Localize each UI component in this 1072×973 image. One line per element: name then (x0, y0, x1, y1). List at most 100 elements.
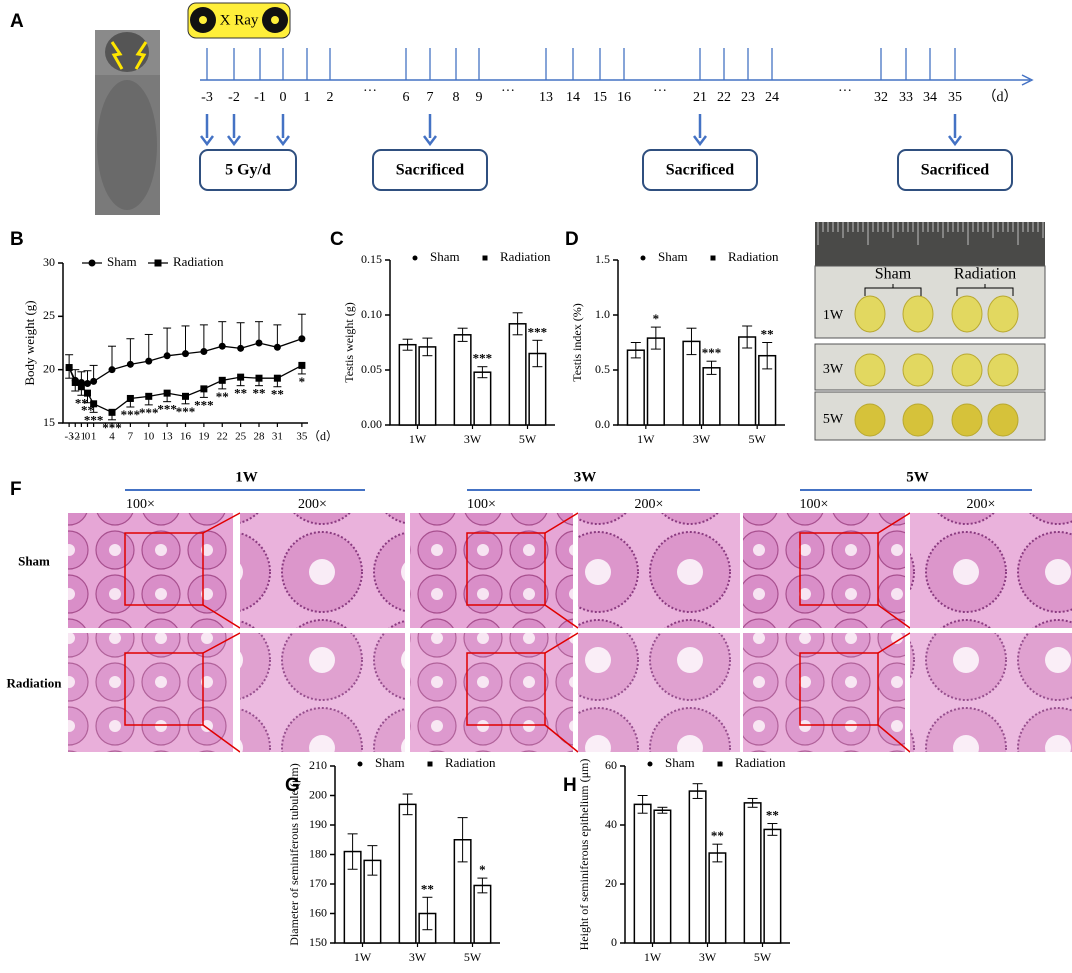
x-tick-label: 28 (254, 431, 266, 443)
y-tick-label: 210 (309, 758, 327, 772)
testis (987, 353, 1019, 387)
marker (126, 360, 134, 368)
bar (473, 371, 492, 426)
legend-label: Radiation (445, 755, 496, 770)
bar (633, 803, 652, 944)
week-header: 3W (574, 469, 597, 485)
sacrifice-box-text: Sacrificed (396, 162, 465, 179)
zoom-line (544, 724, 579, 753)
y-axis-label: Testis index (%) (570, 303, 584, 381)
timeline-day: -2 (228, 90, 240, 105)
magnification: 100× (800, 497, 829, 512)
bar (763, 828, 782, 944)
sacrifice-box (642, 149, 758, 191)
y-tick-label: 1.0 (595, 307, 610, 321)
significance: ** (234, 386, 247, 401)
significance: *** (194, 397, 214, 412)
histology-image (578, 513, 740, 628)
panel-label: C (330, 229, 344, 250)
timeline-day: 2 (327, 90, 334, 105)
group-label: Radiation (954, 266, 1016, 283)
zoom-box (799, 652, 879, 726)
x-tick-label: 22 (217, 431, 228, 443)
y-tick-label: 0.0 (595, 417, 610, 431)
timeline-day: ··· (653, 84, 667, 99)
testis (902, 295, 934, 333)
magnification: 200× (298, 497, 327, 512)
zoom-line (877, 512, 911, 534)
legend-label: Radiation (500, 249, 551, 264)
y-tick-label: 1.5 (595, 252, 610, 266)
y-tick-label: 20 (43, 361, 55, 375)
bar (738, 336, 757, 426)
timeline-day: ··· (363, 84, 377, 99)
x-tick-label: 31 (272, 431, 283, 443)
zoom-line (202, 604, 241, 629)
marker (237, 373, 245, 381)
marker (200, 348, 208, 356)
histology-image (910, 513, 1072, 628)
zoom-line (544, 512, 579, 534)
down-arrow-head (200, 135, 214, 147)
x-tick-label: 35 (296, 431, 308, 443)
significance: *** (157, 402, 177, 417)
y-tick-label: 0.10 (361, 307, 382, 321)
x-tick-label: 3W (699, 950, 717, 964)
testis (987, 295, 1019, 333)
group-bracket (956, 284, 1014, 296)
zoom-line (202, 724, 241, 753)
bar (398, 803, 417, 944)
significance: ** (766, 808, 779, 823)
photo-row-label: 3W (823, 362, 844, 377)
marker (182, 392, 189, 400)
marker (218, 376, 226, 384)
x-tick-label: -1 (77, 431, 86, 443)
legend-marker (717, 761, 723, 767)
banner-text: X Ray (220, 12, 259, 28)
timeline-day: 6 (403, 90, 410, 105)
marker (84, 380, 91, 388)
x-tick-label: 5W (754, 950, 772, 964)
marker (298, 335, 306, 343)
significance: ** (271, 387, 284, 402)
timeline-day: ··· (838, 84, 852, 99)
testis (854, 403, 886, 437)
sacrifice-box (372, 149, 488, 191)
down-arrow-head (423, 135, 437, 147)
marker (108, 366, 116, 374)
marker (108, 408, 116, 416)
y-tick-label: 200 (309, 787, 327, 801)
significance: ** (253, 386, 266, 401)
legend-label: Radiation (173, 254, 224, 269)
zoom-box (124, 532, 204, 606)
zoom-box (799, 532, 879, 606)
week-header: 5W (906, 469, 929, 485)
ruler (815, 222, 1045, 266)
magnification: 100× (467, 497, 496, 512)
down-arrow-head (276, 135, 290, 147)
y-axis-label: Body weight (g) (22, 300, 37, 385)
significance: ** (711, 828, 724, 843)
legend-marker (640, 255, 646, 261)
bar (508, 323, 527, 426)
photo-row-label: 5W (823, 412, 844, 427)
bar (453, 334, 472, 426)
panel-label: H (563, 775, 577, 796)
dose-box-text: 5 Gy/d (225, 162, 271, 179)
significance: ** (216, 389, 229, 404)
week-header: 1W (235, 469, 258, 485)
timeline-day: 0 (280, 90, 287, 105)
significance: *** (702, 345, 722, 360)
timeline-day: （d） (983, 89, 1018, 105)
y-tick-label: 170 (309, 876, 327, 890)
x-tick-label: -3 (65, 431, 75, 443)
y-tick-label: 20 (605, 876, 617, 890)
timeline-day: 14 (566, 90, 580, 105)
group-bracket (864, 284, 922, 296)
x-tick-label: 10 (143, 431, 155, 443)
testis (902, 353, 934, 387)
marker (90, 377, 98, 385)
timeline-day: 33 (899, 90, 913, 105)
timeline-day: 21 (693, 90, 707, 105)
bar (646, 337, 665, 426)
